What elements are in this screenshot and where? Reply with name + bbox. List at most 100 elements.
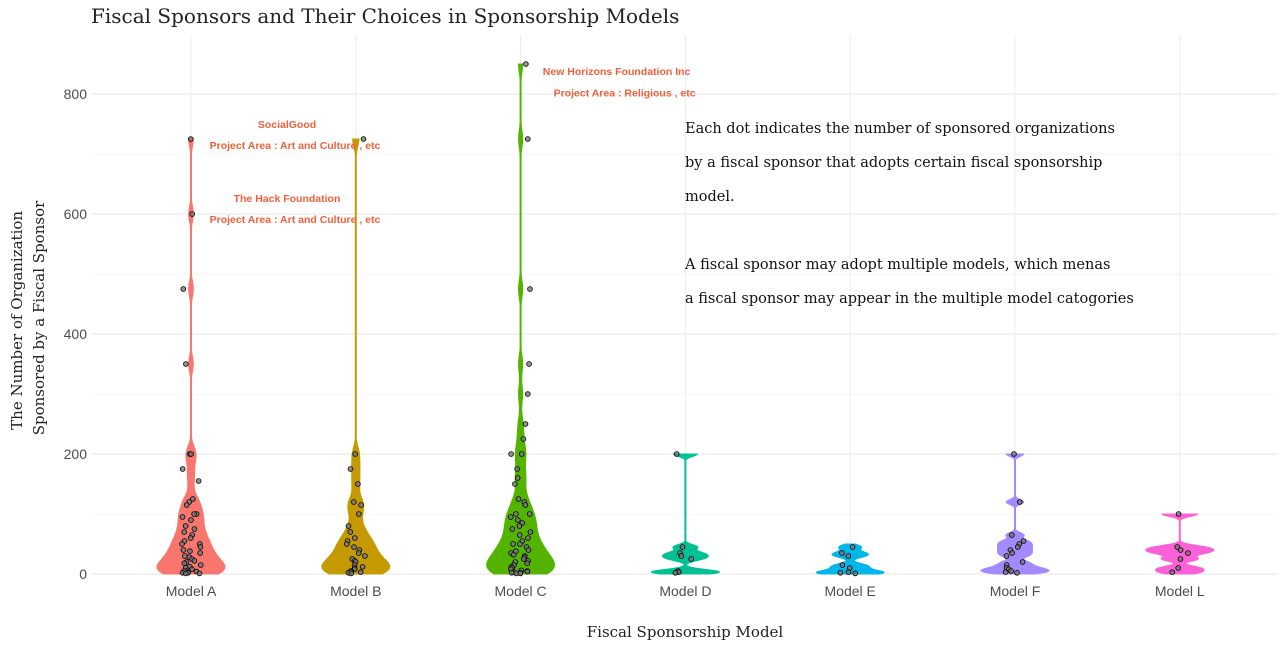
data-point [1169, 569, 1175, 575]
data-point [1175, 565, 1181, 571]
chart-title: Fiscal Sponsors and Their Choices in Spo… [91, 4, 679, 28]
data-point [190, 496, 196, 502]
data-point [355, 550, 362, 556]
x-tick-label: Model F [990, 583, 1041, 599]
note-line: a fiscal sponsor may appear in the multi… [685, 291, 1134, 307]
violin-model-e [815, 543, 885, 575]
data-point [845, 569, 852, 575]
data-point [512, 481, 518, 487]
data-point [516, 523, 523, 529]
data-point [1011, 451, 1017, 457]
data-point [522, 502, 529, 508]
x-tick-label: Model D [659, 583, 711, 599]
data-point [852, 570, 859, 577]
data-point [524, 560, 530, 566]
violin-model-b [321, 138, 391, 575]
data-point [527, 286, 533, 292]
data-point [1185, 550, 1191, 556]
data-point [1003, 553, 1010, 559]
data-point [525, 535, 531, 541]
annotations: SocialGood Project Area : Art and Culture… [210, 66, 696, 226]
annotation-project-area: Project Area : Art and Culture , etc [210, 140, 381, 152]
data-point [345, 523, 352, 529]
y-tick-label: 0 [79, 566, 87, 582]
data-point [197, 550, 203, 556]
violin-model-d [650, 453, 721, 575]
explanatory-note: Each dot indicates the number of sponsor… [684, 121, 1134, 307]
data-point [343, 541, 350, 547]
data-point [526, 361, 532, 367]
x-axis-ticks: Model A Model B Model C Model D Model E Model… [166, 583, 1205, 599]
data-point [197, 544, 204, 550]
y-tick-label: 400 [64, 326, 88, 342]
data-point [849, 544, 856, 550]
data-point [514, 517, 521, 523]
data-point [196, 570, 203, 577]
data-point [510, 541, 516, 547]
data-point [191, 557, 198, 564]
data-point [351, 535, 358, 541]
data-point [1014, 544, 1021, 550]
data-point [358, 502, 364, 508]
data-point [516, 532, 523, 538]
y-axis-title-line-1: The Number of Organization [8, 211, 26, 430]
data-point [523, 61, 529, 67]
data-point [688, 556, 694, 562]
data-point [347, 466, 354, 472]
violins [156, 63, 1215, 575]
annotation-sponsor-name: The Hack Foundation [234, 193, 341, 205]
data-point [352, 451, 359, 457]
annotation-sponsor-name: New Horizons Foundation Inc [543, 66, 691, 78]
data-point [188, 136, 194, 142]
data-point [513, 511, 519, 517]
data-point [1020, 538, 1027, 544]
data-point [524, 391, 531, 397]
data-point [356, 511, 362, 517]
data-point [183, 570, 189, 577]
x-tick-label: Model A [166, 583, 217, 599]
data-point [524, 136, 531, 142]
data-point [182, 553, 188, 559]
data-point [514, 475, 521, 481]
data-point [1008, 532, 1015, 538]
y-tick-label: 200 [64, 446, 88, 462]
data-point [189, 211, 196, 217]
data-point [679, 544, 686, 550]
data-point [351, 544, 357, 550]
data-point [180, 286, 187, 292]
violin-model-c [486, 63, 556, 575]
note-line: by a fiscal sponsor that adopts certain … [685, 155, 1102, 171]
data-point [839, 562, 846, 568]
data-point [672, 569, 679, 576]
data-point [195, 478, 202, 484]
data-point [187, 548, 193, 554]
annotation-sponsor-name: SocialGood [258, 119, 316, 131]
data-point [509, 526, 516, 532]
data-point [515, 496, 522, 502]
data-point [357, 569, 364, 575]
data-point [355, 481, 361, 487]
note-line: model. [685, 189, 735, 205]
data-point [183, 502, 190, 508]
data-point [350, 499, 357, 505]
y-tick-label: 600 [64, 206, 88, 222]
data-point [191, 511, 197, 517]
data-point [187, 535, 194, 541]
x-tick-label: Model E [825, 583, 876, 599]
data-point [845, 553, 852, 559]
data-point [514, 466, 520, 472]
data-point [359, 563, 366, 570]
data-point [183, 361, 189, 367]
data-point [362, 553, 368, 559]
data-point [1009, 550, 1015, 556]
x-tick-label: Model C [495, 583, 547, 599]
annotation-project-area: Project Area : Art and Culture , etc [210, 214, 381, 226]
data-point [518, 451, 525, 457]
data-point [517, 541, 523, 547]
data-point [188, 517, 194, 523]
data-point [508, 569, 515, 576]
annotation-project-area: Project Area : Religious , etc [554, 87, 696, 99]
x-axis-title: Fiscal Sponsorship Model [587, 623, 784, 641]
y-axis-ticks: 0 200 400 600 800 [64, 86, 88, 582]
